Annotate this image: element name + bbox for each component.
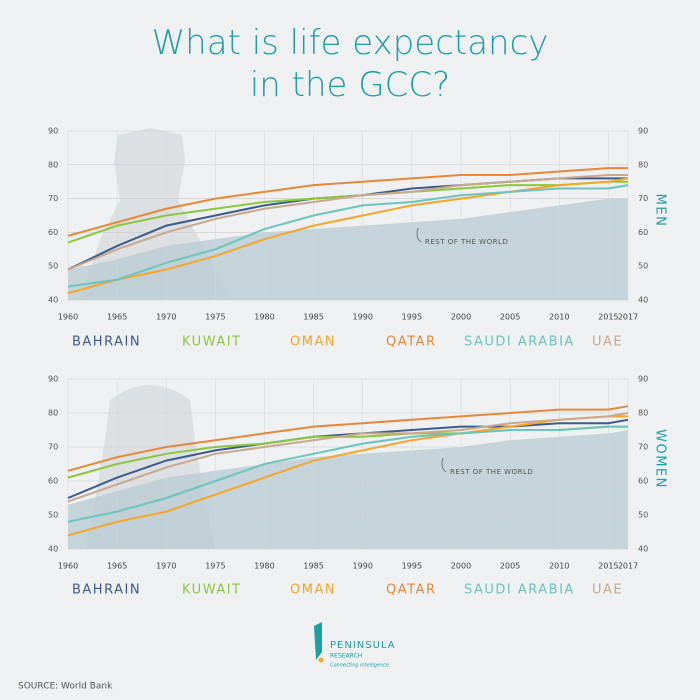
y-tick-label: 40 [48,545,58,554]
series-line [67,167,628,237]
y-tick-label: 70 [48,194,58,203]
x-tick-label: 2005 [500,562,520,571]
y-tick-label: 60 [48,477,58,486]
x-tick-label: 2000 [451,313,471,322]
y-tick-label: 70 [48,443,58,452]
y2-tick-label: 80 [638,160,648,169]
legend-label: SAUDI ARABIA [464,583,575,598]
annotation-arrow [416,227,422,243]
y-tick-label: 50 [48,511,58,520]
x-tick-label: 2005 [500,313,520,322]
x-tick-label: 2017 [618,562,638,571]
x-tick-label: 1990 [353,313,373,322]
side-label: MEN [653,194,668,228]
y-tick-label: 40 [48,296,58,305]
x-tick-label: 2010 [549,313,569,322]
annotation-arrow [441,457,447,473]
annotation: REST OF THE WORLD [425,238,508,246]
series-line [67,425,628,523]
y-tick-label: 90 [48,375,58,384]
y2-tick-label: 50 [638,262,648,271]
legend-label: BAHRAIN [72,583,141,598]
y2-tick-label: 60 [638,477,648,486]
y-tick-label: 90 [48,127,58,136]
annotation: REST OF THE WORLD [450,468,533,476]
x-tick-label: 1975 [205,313,225,322]
y2-tick-label: 90 [638,375,648,384]
legend-label: OMAN [290,583,336,598]
x-tick-label: 1970 [156,562,176,571]
logo-sub: RESEARCH [330,653,362,660]
legend-label: BAHRAIN [72,335,141,350]
x-tick-label: 1965 [107,313,127,322]
title: What is life expectancy in the GCC? [151,23,549,105]
x-tick-label: 2015 [598,313,618,322]
series-line [67,412,629,503]
x-tick-label: 1995 [402,313,422,322]
series-line [67,405,629,472]
y2-tick-label: 70 [638,194,648,203]
x-tick-label: 1980 [254,562,274,571]
y-tick-label: 50 [48,262,58,271]
x-tick-label: 1960 [58,313,78,322]
x-tick-label: 1965 [107,562,127,571]
side-label: WOMEN [653,429,668,489]
legend-label: UAE [592,335,623,350]
source: SOURCE: World Bank [18,682,113,692]
y2-tick-label: 60 [638,228,648,237]
y2-tick-label: 40 [638,296,648,305]
series-line [67,184,629,288]
logo-dot [318,657,324,663]
y2-tick-label: 40 [638,545,648,554]
x-tick-label: 1980 [254,313,274,322]
series-line [67,173,628,271]
y2-tick-label: 70 [638,443,648,452]
x-tick-label: 1975 [205,562,225,571]
y2-tick-label: 50 [638,511,648,520]
area [68,198,628,300]
area [68,430,628,549]
logo-tagline: Connecting intelligence. [330,663,391,669]
x-tick-label: 1985 [303,313,323,322]
x-tick-label: 2015 [598,562,618,571]
y2-tick-label: 90 [638,127,648,136]
x-tick-label: 2017 [618,313,638,322]
legend-label: QATAR [386,583,436,598]
legend-label: KUWAIT [182,583,242,598]
x-tick-label: 2000 [451,562,471,571]
legend-label: UAE [592,583,623,598]
y-tick-label: 60 [48,228,58,237]
legend-label: KUWAIT [182,335,242,350]
y-tick-label: 80 [48,409,58,418]
x-tick-label: 2010 [549,562,569,571]
series-line [67,177,629,295]
x-tick-label: 1990 [353,562,373,571]
x-tick-label: 1985 [303,562,323,571]
y-tick-label: 80 [48,160,58,169]
legend-label: QATAR [386,335,436,350]
y2-tick-label: 80 [638,409,648,418]
x-tick-label: 1970 [156,313,176,322]
logo-mark [314,622,322,660]
x-tick-label: 1960 [58,562,78,571]
legend-label: OMAN [290,335,336,350]
legend-label: SAUDI ARABIA [464,335,575,350]
x-tick-label: 1995 [402,562,422,571]
logo-name: PENINSULA [330,640,396,651]
